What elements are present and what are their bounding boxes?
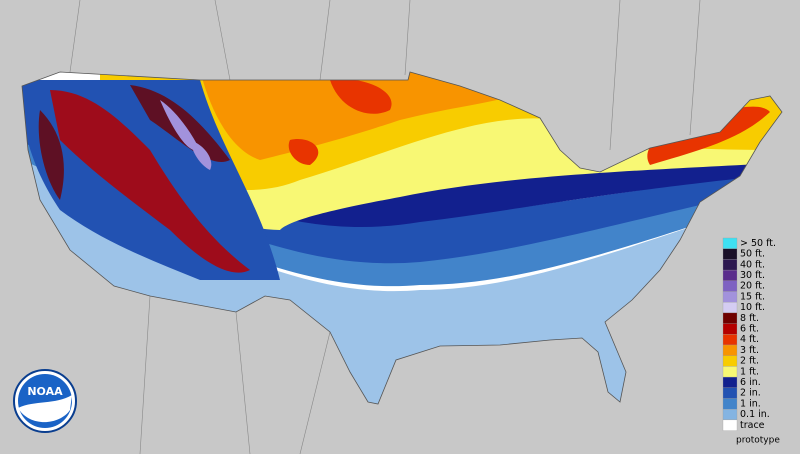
legend-label: 40 ft.: [740, 259, 765, 270]
noaa-logo: NOAA: [13, 369, 77, 433]
legend-label: 50 ft.: [740, 249, 765, 260]
legend-label: 3 ft.: [740, 345, 759, 356]
legend-swatch: [722, 323, 738, 335]
legend-swatch: [722, 398, 738, 410]
footnote: prototype: [736, 436, 780, 446]
legend-swatch: [722, 419, 738, 431]
legend-label: 20 ft.: [740, 281, 765, 292]
legend-swatch: [722, 312, 738, 324]
borders: [69, 0, 701, 454]
legend-swatch: [722, 344, 738, 356]
legend-swatch: [722, 259, 738, 271]
legend-swatch: [722, 269, 738, 281]
logo-text: NOAA: [27, 385, 63, 398]
legend-swatch: [722, 334, 738, 346]
legend: > 50 ft.50 ft.40 ft.30 ft.20 ft.15 ft.10…: [722, 237, 776, 431]
legend-label: 6 in.: [740, 377, 761, 388]
legend-label: trace: [740, 420, 765, 431]
legend-swatch: [722, 291, 738, 303]
legend-swatch: [722, 376, 738, 388]
legend-label: 1 in.: [740, 398, 761, 409]
legend-swatch: [722, 248, 738, 260]
legend-swatch: [722, 409, 738, 421]
legend-swatch: [722, 280, 738, 292]
legend-label: 2 ft.: [740, 356, 759, 367]
legend-label: 0.1 in.: [740, 409, 770, 420]
legend-label: 2 in.: [740, 388, 761, 399]
legend-label: > 50 ft.: [740, 238, 776, 249]
legend-swatch: [722, 302, 738, 314]
legend-swatch: [722, 237, 738, 249]
legend-label: 4 ft.: [740, 334, 759, 345]
legend-swatch: [722, 355, 738, 367]
legend-swatch: [722, 387, 738, 399]
legend-label: 6 ft.: [740, 323, 759, 334]
legend-label: 1 ft.: [740, 366, 759, 377]
legend-swatch: [722, 366, 738, 378]
legend-label: 10 ft.: [740, 302, 765, 313]
legend-label: 15 ft.: [740, 291, 765, 302]
legend-label: 30 ft.: [740, 270, 765, 281]
legend-label: 8 ft.: [740, 313, 759, 324]
